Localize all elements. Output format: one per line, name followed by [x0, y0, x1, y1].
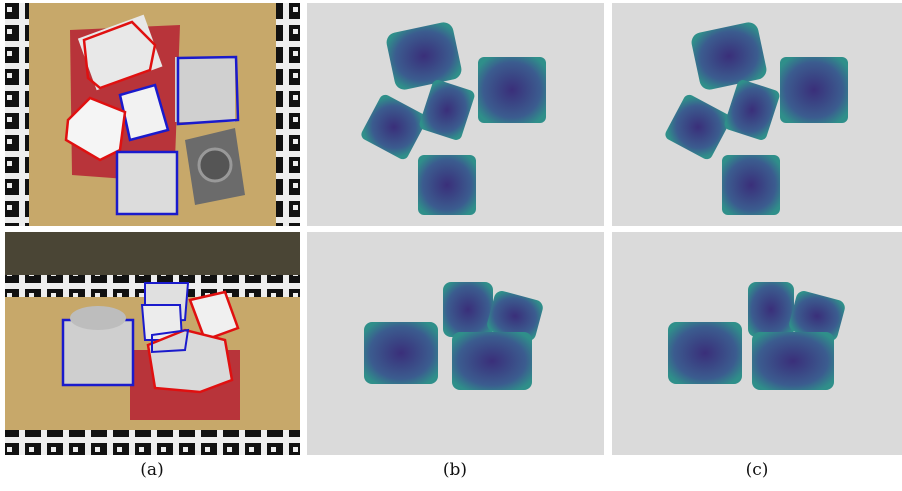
render-b-bottom: [307, 232, 604, 455]
caption: (b): [442, 460, 468, 480]
photo-top: [5, 3, 300, 226]
render-c-bottom: [612, 232, 902, 455]
render-b-top: [307, 3, 604, 226]
render-c-top: [612, 3, 902, 226]
image-grid: [5, 3, 902, 455]
caption: (c): [745, 460, 769, 480]
photo-bottom: [5, 232, 300, 455]
caption: (a): [140, 460, 164, 480]
